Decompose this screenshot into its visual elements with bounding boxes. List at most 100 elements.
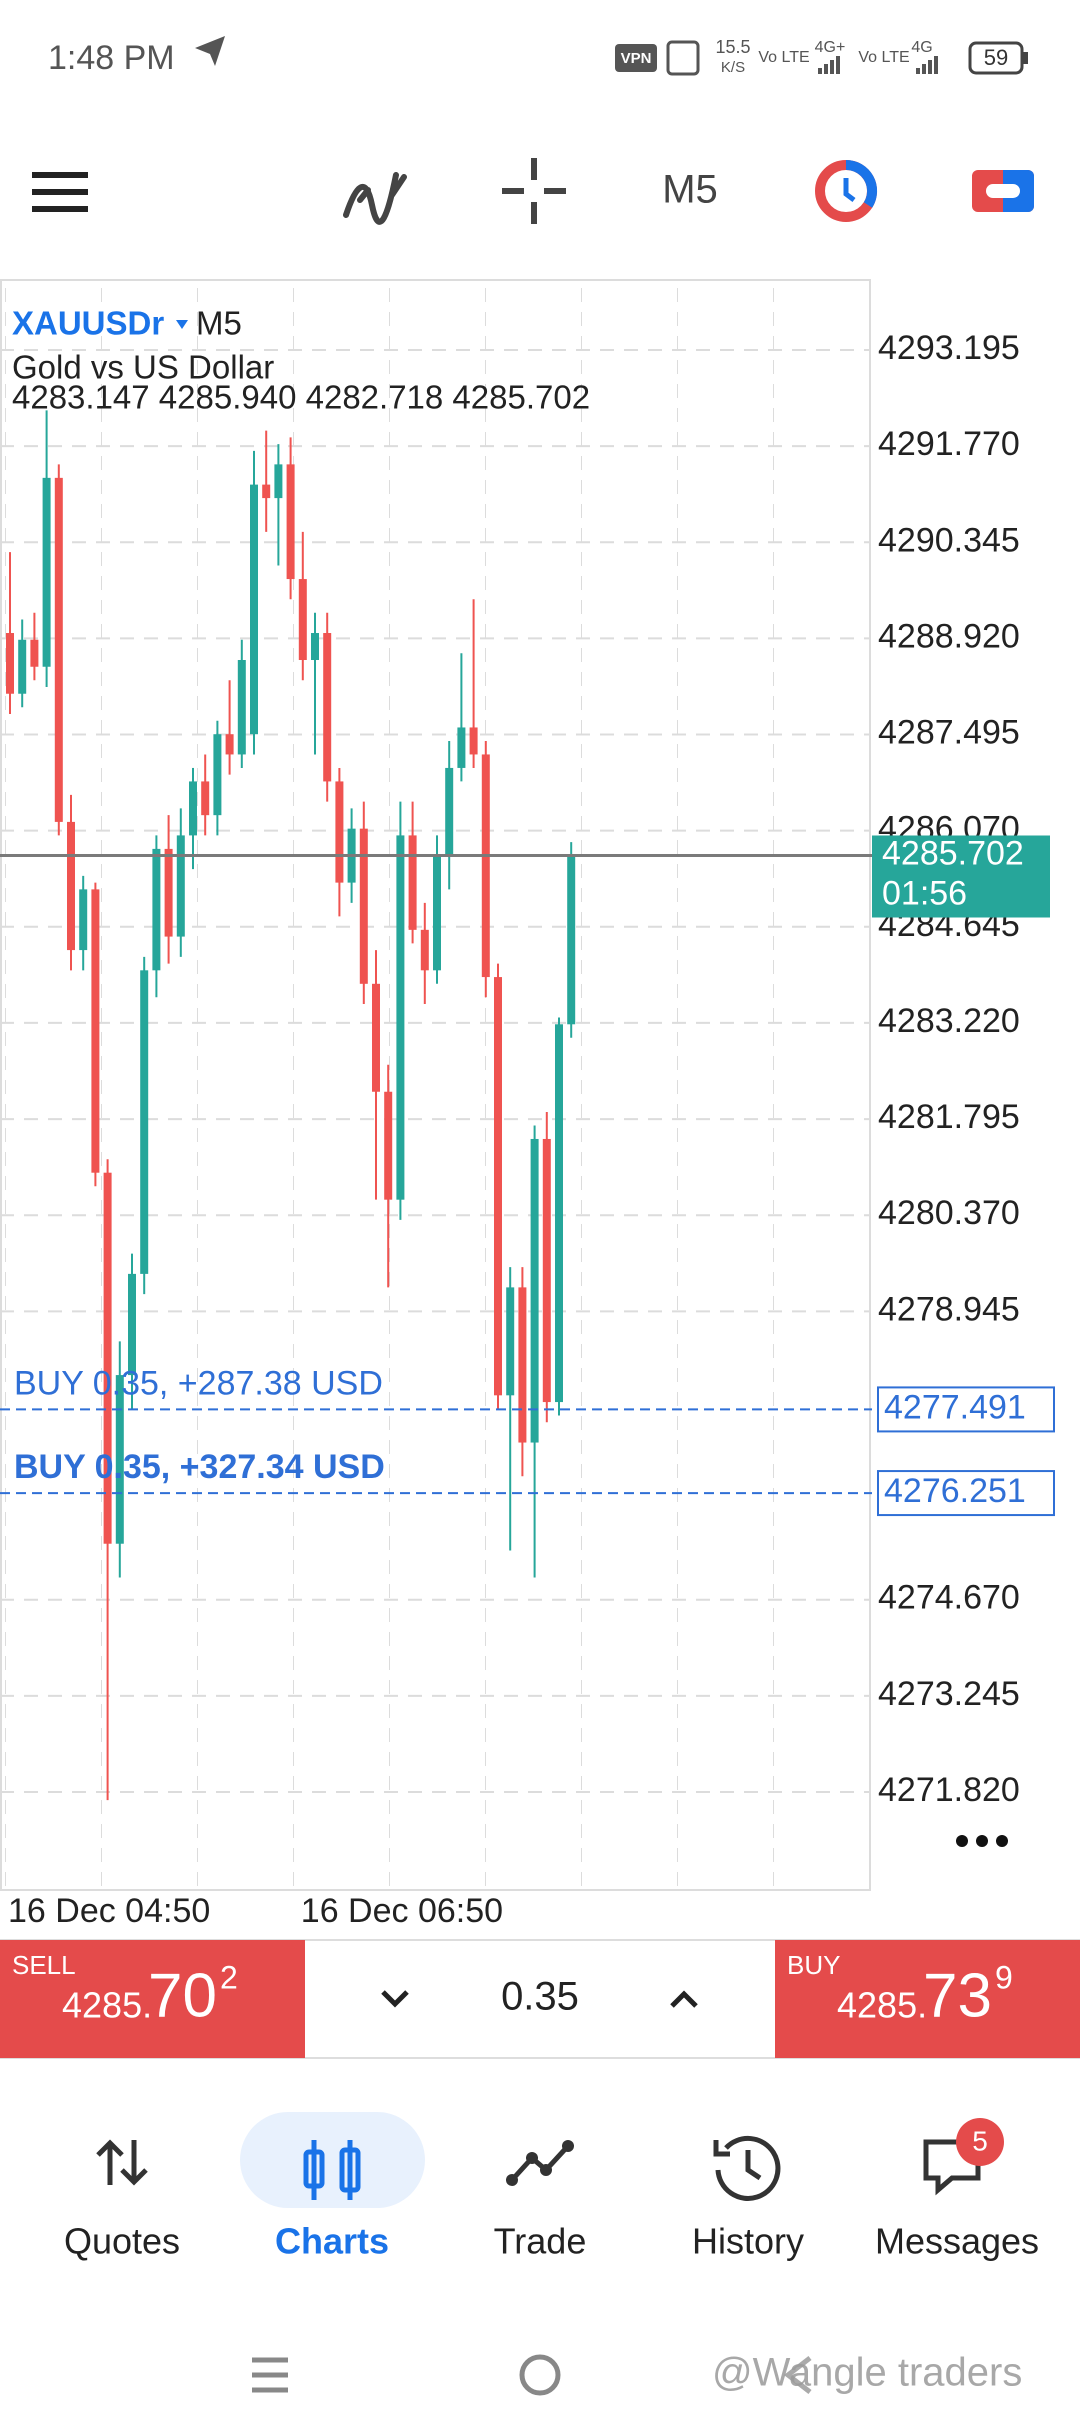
symbol-dropdown[interactable] [176,320,188,329]
buy-price-pips: 73 [923,1961,992,2030]
telegram-icon [195,36,225,66]
candle-body [323,633,332,782]
objects-button[interactable] [815,159,878,222]
candle-body [30,639,39,667]
menu-bar [32,189,88,195]
x-tick-label: 16 Dec 04:50 [8,1892,210,1930]
y-tick-label: 4273.245 [878,1675,1020,1713]
more-dot[interactable] [996,1835,1008,1847]
candle-body [408,835,417,930]
symbol[interactable]: XAUUSDr [12,305,164,342]
candle-body [384,1091,393,1200]
tab-quotes[interactable]: Quotes [64,2139,180,2262]
charts-icon-body [303,2149,325,2189]
speed: 15.5 [715,37,750,57]
speed-unit: K/S [721,59,745,76]
trade-button[interactable] [972,170,1034,212]
tab-label: Charts [275,2221,389,2262]
candle-body [457,727,466,768]
candle-body [128,1273,136,1376]
y-tick-label: 4281.795 [878,1098,1020,1136]
status-time: 1:48 PM [48,39,175,77]
bar-timer: 01:56 [882,874,967,912]
current-price-box [872,835,1050,918]
sell-price-fraction: 2 [220,1959,238,1995]
candle-body [91,889,100,1173]
position-price: 4277.491 [884,1388,1026,1426]
ohlc-text: 4283.147 4285.940 4282.718 4285.702 [12,379,590,416]
timeframe-button[interactable]: M5 [662,168,718,212]
candle-body [201,781,210,816]
candle-body [335,781,344,883]
position-price-box [877,1386,1055,1433]
volume-up[interactable] [670,1990,698,2008]
candle-body [420,929,429,971]
tab-trade[interactable]: Trade [494,2140,587,2262]
y-tick-label: 4288.920 [878,617,1020,655]
tab-messages[interactable]: 5 Messages [875,2118,1039,2262]
vpn-badge [615,44,657,72]
history-icon-hands [745,2150,762,2181]
candle-body [298,579,307,661]
trade-icon-pill [986,184,1020,198]
tab-label: Trade [494,2221,587,2262]
history-icon-arc [715,2136,781,2201]
candle-body [286,464,295,580]
candle-body [189,781,197,836]
candle-body [54,477,63,822]
candle-body [213,734,222,816]
candle-body [494,977,502,1396]
candle-body [79,889,88,951]
system-back[interactable] [783,2356,812,2394]
trade-icon-dot [506,2174,518,2186]
candle-body [359,828,368,984]
candle-body [542,1138,551,1403]
messages-badge [956,2118,1004,2166]
objects-hand [843,178,856,202]
candle-body [481,754,490,978]
symbol-description: Gold vs US Dollar [12,349,274,386]
watermark: @Wangle traders [712,2351,1022,2395]
indicators-button[interactable] [343,172,407,225]
candle-body [164,848,173,937]
charts-icon-body [339,2147,361,2193]
menu-button[interactable] [32,172,88,212]
sell-button[interactable] [0,1940,305,2058]
more-dot[interactable] [976,1835,988,1847]
candle-body [311,633,319,661]
candle-body [237,660,246,755]
system-recents[interactable] [252,2357,288,2393]
quotes-icon [96,2139,148,2186]
menu-bar [32,172,88,178]
x-tick-label: 16 Dec 06:50 [301,1892,503,1930]
y-tick-label: 4278.945 [878,1290,1020,1328]
candle-body [103,1172,112,1544]
sell-price-pips: 70 [148,1961,217,2030]
trade-icon-dot [540,2164,552,2176]
position-price: 4276.251 [884,1472,1026,1510]
candle-body [262,484,271,499]
crosshair-button[interactable] [502,158,566,224]
system-home[interactable] [519,2354,561,2396]
volume[interactable]: 0.35 [501,1975,579,2019]
signal2 [916,56,938,74]
buy-button[interactable] [775,1940,1080,2058]
active-tab-pill [240,2112,425,2208]
y-tick-label: 4290.345 [878,521,1020,559]
buy-price-fraction: 9 [995,1959,1013,1995]
candle-body [67,821,75,951]
candle-body [506,1287,515,1396]
candle-body [445,767,454,856]
tab-charts[interactable]: Charts [275,2140,389,2262]
chart[interactable]: 4293.195 4291.770 4290.345 4288.920 4287.495… [0,329,1055,1930]
chart-vertical-grid [0,280,870,1890]
tab-history[interactable]: History [692,2136,804,2262]
more-dot[interactable] [956,1835,968,1847]
buy-price-main: 4285. [837,1985,927,2026]
y-tick-label: 4293.195 [878,329,1020,367]
trade-icon-dot [526,2152,538,2164]
y-tick-label: 4271.820 [878,1771,1020,1809]
candle-body [555,1024,563,1403]
volume-down[interactable] [381,1990,409,2008]
